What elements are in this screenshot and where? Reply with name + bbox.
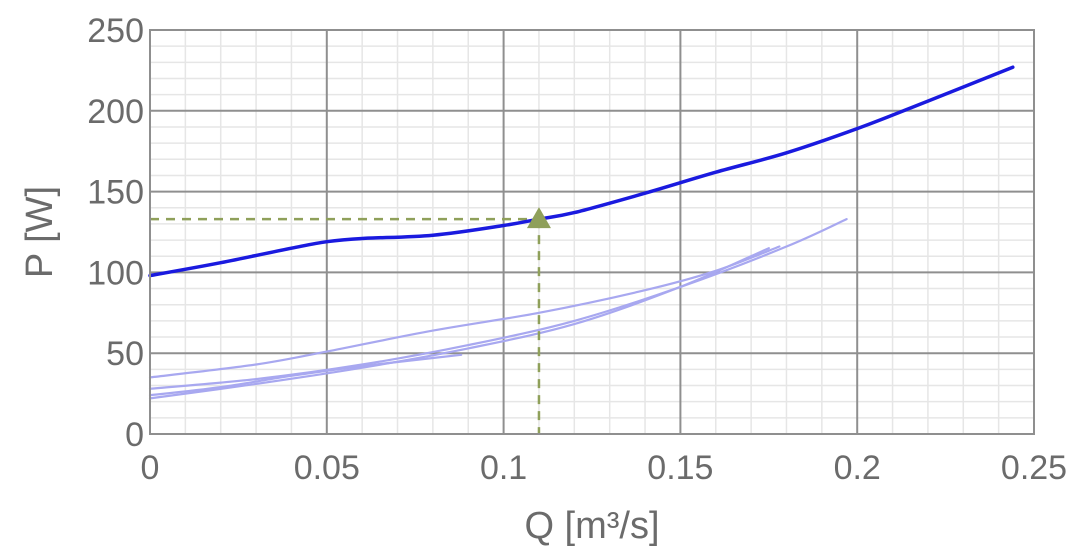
x-tick-label: 0.2	[834, 449, 881, 487]
operating-point-layer	[526, 207, 551, 229]
faint-curves	[148, 218, 848, 400]
y-axis-title: P [W]	[19, 186, 61, 278]
y-tick-label: 50	[106, 335, 144, 373]
faint-power-curve-4	[148, 353, 463, 397]
y-tick-label: 150	[87, 174, 144, 212]
y-tick-label: 100	[87, 254, 144, 292]
y-tick-label: 250	[87, 12, 144, 50]
x-tick-label: 0.1	[480, 449, 527, 487]
x-tick-label: 0	[141, 449, 160, 487]
main-curve-group	[148, 65, 1015, 278]
operating-point-guides	[150, 217, 541, 434]
x-tick-label: 0.15	[647, 449, 713, 487]
faint-power-curve-1	[148, 218, 848, 390]
y-tick-label: 200	[87, 93, 144, 131]
x-axis-title: Q [m³/s]	[524, 505, 659, 547]
x-tick-label: 0.05	[294, 449, 360, 487]
minor-grid	[150, 30, 1034, 434]
y-tick-label: 0	[125, 416, 144, 454]
main-power-curve	[148, 65, 1015, 278]
faint-power-curve-3	[148, 247, 770, 400]
plot-frame	[149, 29, 1035, 435]
major-grid	[149, 29, 1035, 435]
x-tick-labels: 0 0.05 0.1 0.15 0.2 0.25	[141, 449, 1068, 487]
y-tick-labels: 0 50 100 150 200 250	[87, 12, 144, 454]
operating-point-marker	[526, 207, 551, 229]
x-tick-label: 0.25	[1001, 449, 1067, 487]
faint-power-curve-2	[148, 245, 781, 379]
